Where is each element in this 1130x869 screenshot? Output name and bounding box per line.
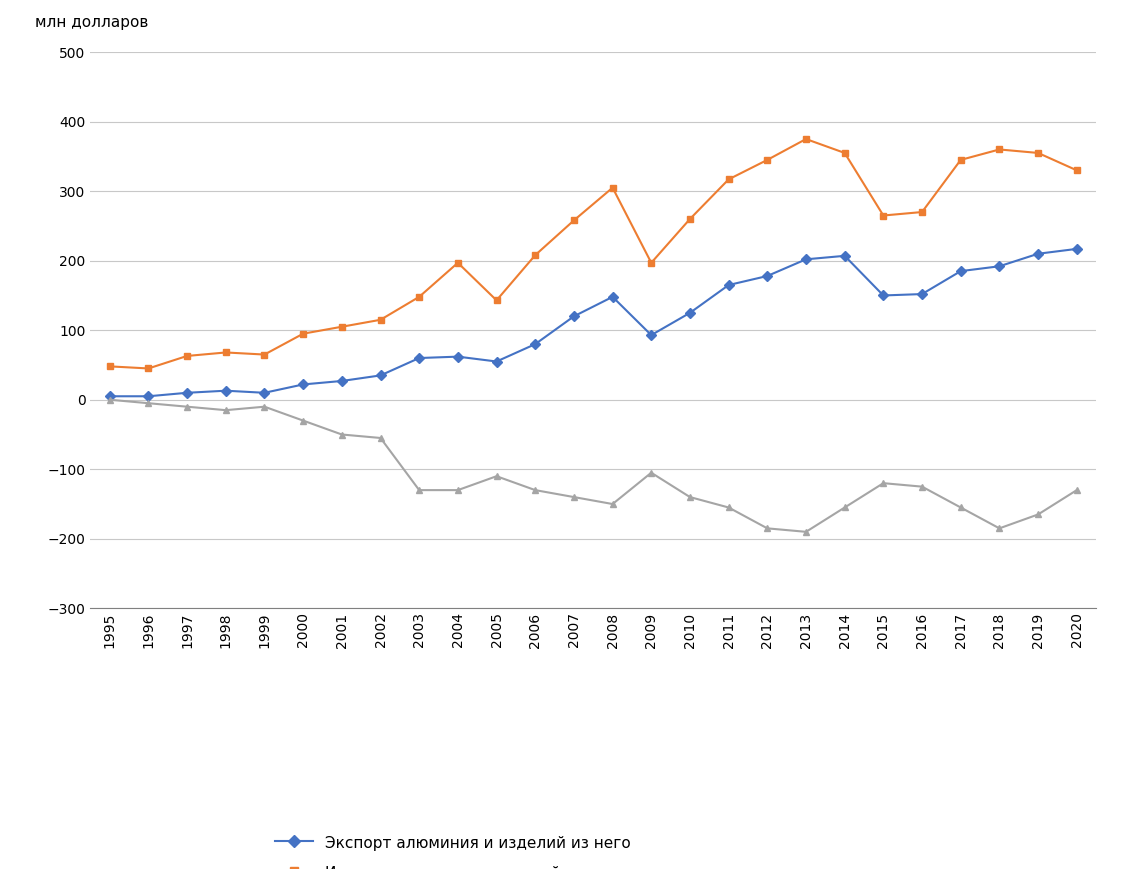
Импорт алюминия и изделий из него <box>374 315 388 325</box>
Импорт алюминия и изделий из него <box>915 207 929 217</box>
Сальдо внешней торговли алюминием и изделиями из него <box>258 401 271 412</box>
Сальдо внешней торговли алюминием и изделиями из него <box>760 523 774 534</box>
Экспорт алюминия и изделий из него <box>1070 243 1084 254</box>
Сальдо внешней торговли алюминием и изделиями из него <box>529 485 542 495</box>
Сальдо внешней торговли алюминием и изделиями из него <box>374 433 388 443</box>
Импорт алюминия и изделий из него <box>760 155 774 165</box>
Экспорт алюминия и изделий из него <box>799 254 812 264</box>
Экспорт алюминия и изделий из него <box>141 391 155 401</box>
Импорт алюминия и изделий из него <box>877 210 890 221</box>
Экспорт алюминия и изделий из него <box>877 290 890 301</box>
Импорт алюминия и изделий из него <box>954 155 967 165</box>
Импорт алюминия и изделий из него <box>296 328 310 339</box>
Экспорт алюминия и изделий из него <box>915 289 929 299</box>
Сальдо внешней торговли алюминием и изделиями из него <box>334 429 348 440</box>
Сальдо внешней торговли алюминием и изделиями из него <box>799 527 812 537</box>
Экспорт алюминия и изделий из него <box>992 261 1006 271</box>
Legend: Экспорт алюминия и изделий из него, Импорт алюминия и изделий из него, Сальдо вн: Экспорт алюминия и изделий из него, Импо… <box>267 827 819 869</box>
Сальдо внешней торговли алюминием и изделиями из него <box>877 478 890 488</box>
Сальдо внешней торговли алюминием и изделиями из него <box>219 405 233 415</box>
Сальдо внешней торговли алюминием и изделиями из него <box>837 502 851 513</box>
Экспорт алюминия и изделий из него <box>1032 249 1045 259</box>
Импорт алюминия и изделий из него <box>451 257 464 268</box>
Экспорт алюминия и изделий из него <box>181 388 194 398</box>
Экспорт алюминия и изделий из него <box>684 308 697 318</box>
Сальдо внешней торговли алюминием и изделиями из него <box>489 471 503 481</box>
Сальдо внешней торговли алюминием и изделиями из него <box>451 485 464 495</box>
Сальдо внешней торговли алюминием и изделиями из него <box>181 401 194 412</box>
Сальдо внешней торговли алюминием и изделиями из него <box>141 398 155 408</box>
Сальдо внешней торговли алюминием и изделиями из него <box>722 502 736 513</box>
Text: млн долларов: млн долларов <box>35 15 148 30</box>
Импорт алюминия и изделий из него <box>606 182 619 193</box>
Сальдо внешней торговли алюминием и изделиями из него <box>606 499 619 509</box>
Импорт алюминия и изделий из него <box>529 250 542 261</box>
Сальдо внешней торговли алюминием и изделиями из него <box>684 492 697 502</box>
Импорт алюминия и изделий из него <box>992 144 1006 155</box>
Экспорт алюминия и изделий из него <box>296 379 310 389</box>
Импорт алюминия и изделий из него <box>1070 165 1084 176</box>
Сальдо внешней торговли алюминием и изделиями из него <box>1032 509 1045 520</box>
Импорт алюминия и изделий из него <box>1032 148 1045 158</box>
Импорт алюминия и изделий из него <box>219 348 233 358</box>
Сальдо внешней торговли алюминием и изделиями из него <box>644 468 658 478</box>
Экспорт алюминия и изделий из него <box>451 351 464 362</box>
Экспорт алюминия и изделий из него <box>837 250 851 261</box>
Сальдо внешней торговли алюминием и изделиями из него <box>296 415 310 426</box>
Экспорт алюминия и изделий из него <box>219 386 233 396</box>
Импорт алюминия и изделий из него <box>799 134 812 144</box>
Импорт алюминия и изделий из него <box>489 295 503 306</box>
Импорт алюминия и изделий из него <box>567 216 581 226</box>
Сальдо внешней торговли алюминием и изделиями из него <box>992 523 1006 534</box>
Импорт алюминия и изделий из него <box>334 322 348 332</box>
Импорт алюминия и изделий из него <box>837 148 851 158</box>
Line: Импорт алюминия и изделий из него: Импорт алюминия и изделий из него <box>106 136 1080 372</box>
Экспорт алюминия и изделий из него <box>722 280 736 290</box>
Экспорт алюминия и изделий из него <box>334 375 348 386</box>
Сальдо внешней торговли алюминием и изделиями из него <box>915 481 929 492</box>
Экспорт алюминия и изделий из него <box>760 271 774 282</box>
Экспорт алюминия и изделий из него <box>103 391 116 401</box>
Экспорт алюминия и изделий из него <box>954 266 967 276</box>
Экспорт алюминия и изделий из него <box>567 311 581 322</box>
Сальдо внешней торговли алюминием и изделиями из него <box>954 502 967 513</box>
Line: Экспорт алюминия и изделий из него: Экспорт алюминия и изделий из него <box>106 245 1080 400</box>
Импорт алюминия и изделий из него <box>644 257 658 268</box>
Line: Сальдо внешней торговли алюминием и изделиями из него: Сальдо внешней торговли алюминием и изде… <box>106 396 1080 535</box>
Сальдо внешней торговли алюминием и изделиями из него <box>412 485 426 495</box>
Экспорт алюминия и изделий из него <box>489 356 503 367</box>
Сальдо внешней торговли алюминием и изделиями из него <box>103 395 116 405</box>
Импорт алюминия и изделий из него <box>722 174 736 184</box>
Импорт алюминия и изделий из него <box>258 349 271 360</box>
Импорт алюминия и изделий из него <box>412 292 426 302</box>
Экспорт алюминия и изделий из него <box>606 292 619 302</box>
Сальдо внешней торговли алюминием и изделиями из него <box>567 492 581 502</box>
Импорт алюминия и изделий из него <box>141 363 155 374</box>
Экспорт алюминия и изделий из него <box>644 330 658 341</box>
Импорт алюминия и изделий из него <box>181 351 194 362</box>
Экспорт алюминия и изделий из него <box>529 339 542 349</box>
Импорт алюминия и изделий из него <box>103 362 116 372</box>
Экспорт алюминия и изделий из него <box>374 370 388 381</box>
Экспорт алюминия и изделий из него <box>258 388 271 398</box>
Сальдо внешней торговли алюминием и изделиями из него <box>1070 485 1084 495</box>
Импорт алюминия и изделий из него <box>684 214 697 224</box>
Экспорт алюминия и изделий из него <box>412 353 426 363</box>
